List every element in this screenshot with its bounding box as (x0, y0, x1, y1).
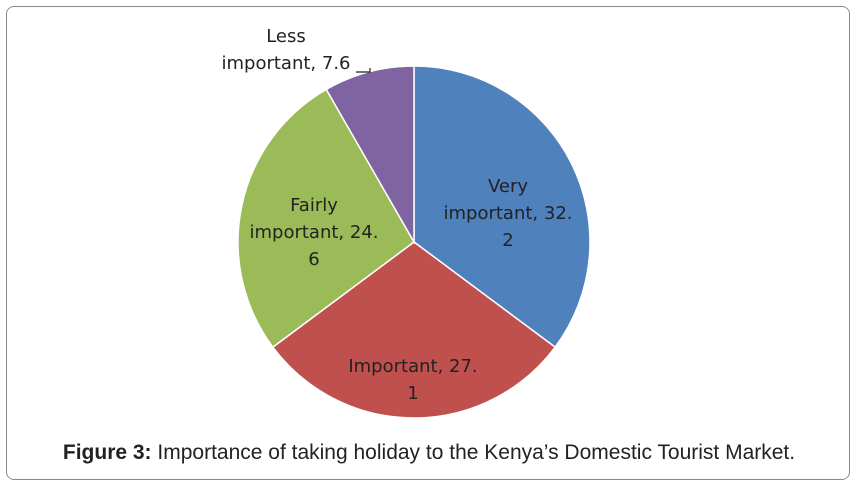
slice-labels: Very important, 32. 2 Important, 27. 1 Fairly… (222, 26, 573, 404)
leader-line-less-important (356, 68, 371, 73)
pie-slice-important (271, 241, 557, 419)
slice-label-fairly-important: Fairly important, 24. 6 (250, 195, 379, 270)
figure-caption-text: Importance of taking holiday to the Keny… (151, 441, 796, 464)
pie-slice-very-important (413, 65, 591, 349)
leader-lines (356, 68, 371, 73)
slice-label-less-important: Less important, 7.6 (222, 26, 351, 74)
pie-slice-fairly-important (237, 88, 415, 349)
figure-caption-prefix: Figure 3: (62, 441, 152, 464)
slice-label-very-important: Very important, 32. 2 (444, 176, 573, 251)
slice-label-important: Important, 27. 1 (348, 356, 477, 404)
figure-caption: Figure 3: Importance of taking holiday t… (0, 441, 858, 465)
